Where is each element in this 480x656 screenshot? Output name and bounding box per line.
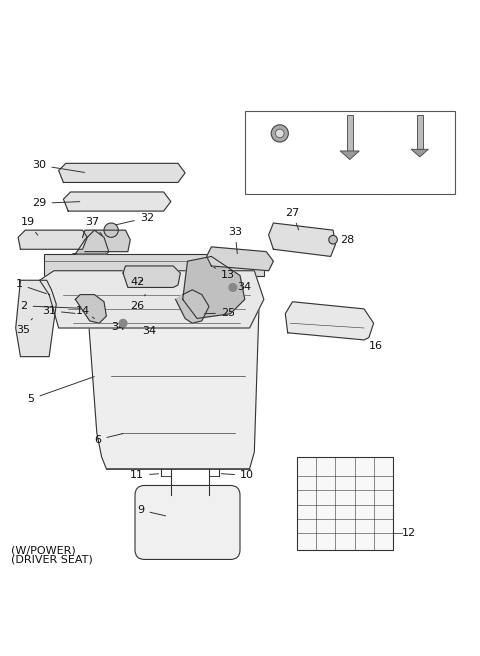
Polygon shape [87,295,259,469]
Text: 42: 42 [130,277,144,287]
Text: (W/POWER): (W/POWER) [11,545,76,555]
Bar [347,115,353,151]
Text: 34: 34 [111,322,125,333]
Polygon shape [83,230,130,252]
Bar [245,111,455,194]
Text: 34: 34 [238,283,252,293]
Text: 33: 33 [228,227,242,254]
Circle shape [104,223,118,237]
Polygon shape [16,280,56,357]
Text: 38: 38 [343,171,357,181]
Text: 13: 13 [214,267,235,280]
Polygon shape [18,230,87,249]
Text: 10: 10 [221,470,254,480]
Text: 16: 16 [369,342,383,352]
Text: 12: 12 [402,528,416,538]
Text: 28: 28 [340,235,354,245]
Text: 30: 30 [33,160,84,173]
Text: (DRIVER SEAT): (DRIVER SEAT) [11,555,93,565]
Polygon shape [269,223,336,256]
Text: 9: 9 [137,505,166,516]
Text: 26: 26 [130,295,145,311]
Circle shape [276,129,284,138]
Text: 35: 35 [16,318,33,335]
Text: 14: 14 [75,306,95,318]
Polygon shape [63,192,171,211]
Circle shape [271,125,288,142]
Text: 37: 37 [85,217,102,235]
Text: 41: 41 [273,171,287,181]
Circle shape [119,319,127,327]
Polygon shape [59,163,185,182]
Bar [297,457,393,550]
Text: 27: 27 [285,208,300,230]
Text: 29: 29 [33,198,80,209]
Text: 39: 39 [413,171,427,181]
Polygon shape [75,295,107,323]
Text: 32: 32 [116,213,154,225]
Polygon shape [411,150,428,157]
Text: 6: 6 [95,434,123,445]
FancyBboxPatch shape [135,485,240,560]
Polygon shape [206,247,274,271]
Text: 2: 2 [21,301,94,311]
Polygon shape [183,256,245,318]
Polygon shape [285,302,373,340]
Circle shape [229,283,237,291]
Polygon shape [176,290,209,323]
Text: 1: 1 [16,279,47,294]
Polygon shape [340,151,360,159]
Text: 19: 19 [21,217,38,235]
Bar [417,115,422,150]
Text: 34: 34 [142,326,156,337]
Circle shape [329,236,337,244]
Polygon shape [39,271,264,328]
Text: 25: 25 [204,308,235,318]
Bar [44,254,264,276]
Text: 11: 11 [130,470,158,480]
Text: 5: 5 [28,377,94,404]
Text: 31: 31 [42,306,75,316]
Polygon shape [123,266,180,287]
Polygon shape [73,230,109,254]
